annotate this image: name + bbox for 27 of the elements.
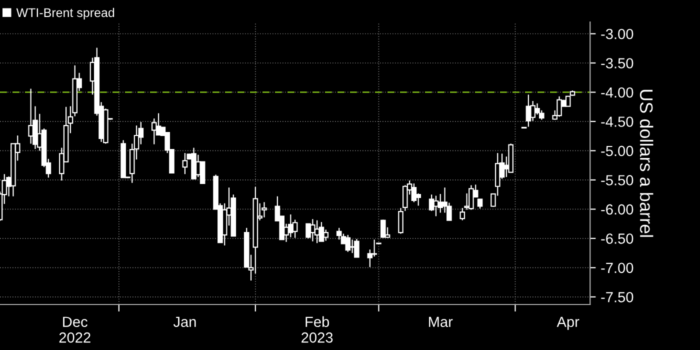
candlestick	[411, 182, 417, 203]
candlestick	[398, 207, 404, 234]
y-axis-title: US dollars a barrel	[640, 90, 654, 237]
candlestick	[323, 229, 329, 242]
candlestick	[460, 207, 466, 221]
y-tick-label: -6.00	[601, 204, 634, 215]
candlestick	[380, 219, 386, 238]
candlestick	[402, 184, 408, 212]
y-tick-label: -4.00	[601, 87, 634, 98]
x-tick-label: Dec 2022	[59, 316, 90, 343]
legend-label: WTI-Brent spread	[16, 8, 114, 20]
x-tick-label: Jan	[173, 316, 196, 328]
candlestick	[182, 152, 188, 175]
y-tick-label: -5.00	[601, 146, 634, 156]
candlestick	[345, 234, 351, 252]
x-tick-label: Feb 2023	[302, 316, 333, 343]
y-tick-label: -7.00	[601, 262, 634, 274]
y-tick-label: -5.50	[601, 175, 634, 186]
candlestick	[336, 227, 342, 240]
y-tick-label: -3.00	[601, 28, 634, 40]
y-tick-label: -3.50	[601, 58, 634, 68]
y-tick-label: -7.50	[601, 292, 634, 302]
y-tick-label: -4.50	[601, 116, 634, 127]
x-tick-label: Apr	[556, 316, 580, 330]
candlestick	[151, 118, 157, 145]
x-tick-label: Mar	[429, 316, 453, 328]
y-tick-label: -6.50	[601, 234, 634, 244]
